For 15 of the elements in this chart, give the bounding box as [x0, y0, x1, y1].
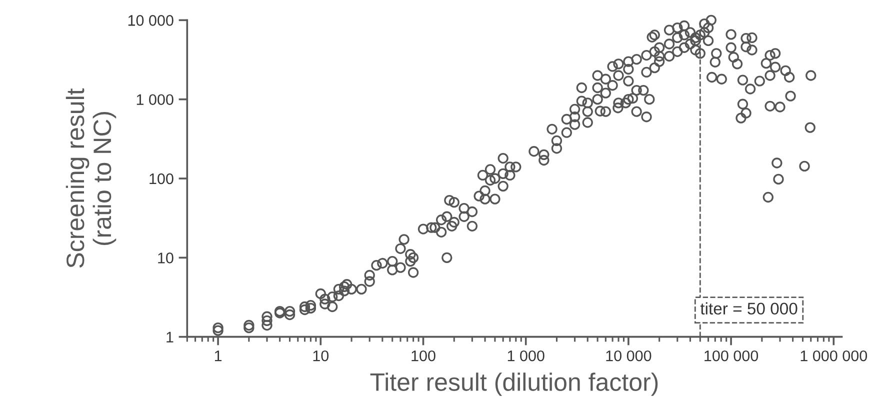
y-tick-label: 10: [158, 252, 174, 264]
x-tick-label: 100 000: [704, 350, 758, 362]
x-tick-label: 10 000: [606, 350, 652, 362]
y-axis-title: Screening result (ratio to NC): [66, 88, 116, 268]
ref-line-label: titer = 50 000: [700, 302, 798, 315]
x-tick-label: 1 000: [508, 350, 544, 362]
x-tick-label: 100: [412, 350, 436, 362]
x-axis-title: Titer result (dilution factor): [370, 372, 658, 396]
y-tick-label: 1: [166, 332, 174, 342]
x-tick-label: 10: [313, 350, 329, 362]
x-tick-label: 1 000 000: [800, 350, 868, 362]
x-tick-label: 1: [214, 350, 222, 362]
y-tick-label: 10 000: [128, 15, 174, 26]
y-tick-label: 100: [150, 173, 174, 184]
y-tick-label: 1 000: [136, 94, 174, 106]
